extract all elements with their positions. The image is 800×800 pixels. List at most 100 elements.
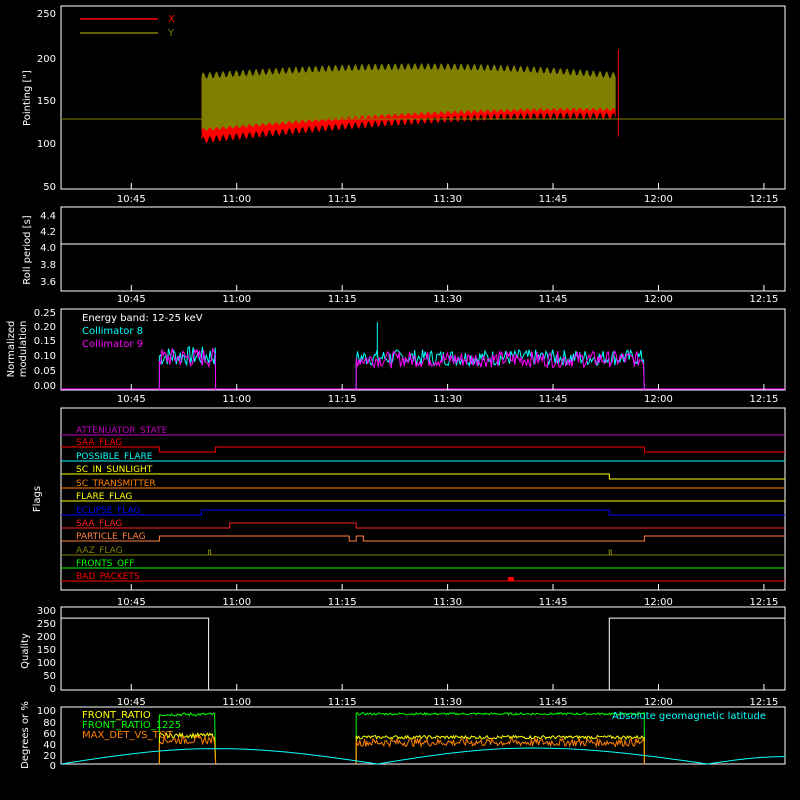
x-tick-label: 11:45 <box>539 194 568 205</box>
x-tick-label: 12:00 <box>644 194 673 205</box>
bad-packets-marker <box>507 577 514 581</box>
legend-front-ratio: FRONT_RATIO <box>82 710 151 721</box>
ratio-series <box>60 711 785 765</box>
max-det-vs-tot-series <box>355 736 645 765</box>
quality-ylabel: Quality <box>20 633 31 669</box>
flag-label: ATTENUATOR_STATE <box>76 426 168 436</box>
flag-line <box>61 509 785 516</box>
x-tick-label: 11:30 <box>433 394 462 405</box>
ytick-label: 0.15 <box>34 336 56 347</box>
pointing-y-band <box>201 63 616 132</box>
x-tick-label: 11:15 <box>328 194 357 205</box>
ratio-ylabel: Degrees or % <box>20 701 31 769</box>
ytick-label: 4.0 <box>40 243 56 254</box>
ytick-label: 50 <box>43 182 56 193</box>
x-tick-label: 10:45 <box>117 697 146 708</box>
ytick-label: 0.25 <box>34 308 56 319</box>
pointing-band <box>201 49 619 144</box>
legend-y-label: Y <box>167 28 175 39</box>
flag-label: SC_TRANSMITTER <box>76 479 156 489</box>
pointing-frame <box>60 5 786 190</box>
flag-line <box>61 446 785 453</box>
x-tick-label: 11:00 <box>222 697 251 708</box>
ytick-label: 100 <box>37 139 56 150</box>
x-tick-label: 12:00 <box>644 697 673 708</box>
x-tick-label: 12:15 <box>749 294 778 305</box>
x-tick-label: 12:15 <box>749 194 778 205</box>
x-tick-label: 11:15 <box>328 597 357 608</box>
flag-label: PARTICLE_FLAG <box>76 532 146 542</box>
ratio-frame <box>60 706 786 765</box>
ytick-label: 4.4 <box>40 211 56 222</box>
aaz-blip <box>208 549 212 555</box>
modulation-series <box>61 321 785 391</box>
flag-label: BAD_PACKETS <box>76 572 140 582</box>
collimator-8-series <box>158 346 217 391</box>
flag-label: SAA_FLAG <box>76 519 122 529</box>
x-tick-label: 12:15 <box>749 597 778 608</box>
flags-frame <box>60 407 786 591</box>
ytick-label: 0.00 <box>34 381 56 392</box>
ytick-label: 3.6 <box>40 277 56 288</box>
x-tick-label: 11:15 <box>328 394 357 405</box>
x-tick-label: 11:45 <box>539 294 568 305</box>
flag-label: ECLIPSE_FLAG <box>76 506 140 516</box>
x-tick-label: 11:30 <box>433 294 462 305</box>
x-tick-label: 11:30 <box>433 597 462 608</box>
ytick-label: 250 <box>37 9 56 20</box>
x-tick-label: 10:45 <box>117 394 146 405</box>
ytick-label: 150 <box>37 645 56 656</box>
x-tick-label: 11:45 <box>539 697 568 708</box>
roll-panel: 4.4 4.2 4.0 3.8 3.6 Roll period [s] <box>22 206 786 292</box>
ytick-label: 250 <box>37 619 56 630</box>
ytick-label: 100 <box>37 658 56 669</box>
quality-panel: 300 250 200 150 100 50 0 Quality <box>20 606 786 695</box>
pointing-panel: X Y 250 200 150 100 50 Pointing ["] <box>22 5 786 193</box>
x-tick-label: 11:00 <box>222 294 251 305</box>
x-tick-label: 10:45 <box>117 597 146 608</box>
x-tick-label: 10:45 <box>117 194 146 205</box>
ytick-label: 50 <box>43 671 56 682</box>
modulation-ylabel-2: modulation <box>18 321 29 378</box>
quality-frame <box>60 606 786 691</box>
x-tick-label: 11:30 <box>433 194 462 205</box>
flag-line <box>61 535 785 542</box>
ytick-label: 0.10 <box>34 351 56 362</box>
legend-collimator-8: Collimator 8 <box>82 326 143 337</box>
ytick-label: 0.05 <box>34 366 56 377</box>
quality-series-line <box>61 617 785 691</box>
flag-line <box>61 522 785 529</box>
x-tick-label: 12:00 <box>644 294 673 305</box>
collimator-9-series <box>158 348 217 391</box>
flag-label: AAZ_FLAG <box>76 546 123 556</box>
x-tick-label: 10:45 <box>117 294 146 305</box>
energy-band-label: Energy band: 12-25 keV <box>82 313 203 324</box>
legend-collimator-9: Collimator 9 <box>82 339 143 350</box>
flag-line <box>61 473 785 480</box>
modulation-panel: Energy band: 12-25 keV Collimator 8 Coll… <box>6 308 786 392</box>
ytick-label: 3.8 <box>40 260 56 271</box>
x-tick-label: 11:45 <box>539 394 568 405</box>
flag-label: SC_IN_SUNLIGHT <box>76 465 153 475</box>
geomag-latitude-label: Absolute geomagnetic latitude <box>612 711 766 722</box>
ytick-label: 20 <box>43 751 56 762</box>
front-ratio-series <box>158 731 217 765</box>
legend-front-ratio-1225: FRONT_RATIO_1225 <box>82 720 181 731</box>
modulation-frame <box>60 308 786 391</box>
flags-ylabel: Flags <box>32 486 43 512</box>
ytick-label: 80 <box>43 718 56 729</box>
pointing-ylabel: Pointing ["] <box>22 70 33 126</box>
x-tick-label: 12:00 <box>644 597 673 608</box>
legend-max-det-vs-tot: MAX_DET_VS_TOT <box>82 730 174 741</box>
x-tick-label: 11:45 <box>539 597 568 608</box>
flag-label: POSSIBLE_FLARE <box>76 452 153 462</box>
x-tick-label: 11:15 <box>328 697 357 708</box>
ytick-label: 200 <box>37 632 56 643</box>
ytick-label: 150 <box>37 96 56 107</box>
front-ratio-1225-series <box>158 712 217 765</box>
x-tick-label: 11:30 <box>433 697 462 708</box>
ytick-label: 60 <box>43 729 56 740</box>
x-tick-label: 12:15 <box>749 394 778 405</box>
flag-label: SAA_FLAG <box>76 438 122 448</box>
